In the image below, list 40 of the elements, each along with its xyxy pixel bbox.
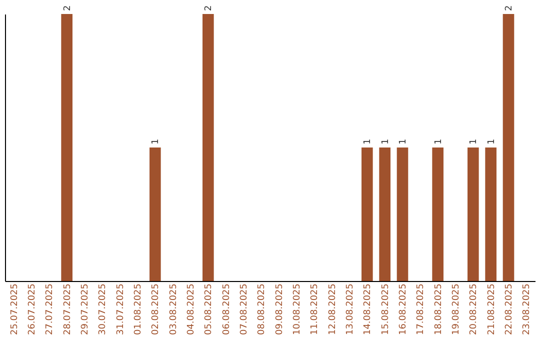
data-label: 2 [204,5,214,11]
data-label: 1 [469,138,480,144]
x-tick-label: 25.07.2025 [10,284,20,336]
x-tick-label: 28.07.2025 [62,284,73,336]
x-tick-label: 27.07.2025 [45,284,56,336]
x-tick-label: 21.08.2025 [486,284,497,336]
x-tick-label: 12.08.2025 [328,284,338,336]
data-label: 1 [380,138,391,144]
data-label: 2 [62,5,73,11]
x-tick-label: 20.08.2025 [469,284,480,336]
x-tick-label: 15.08.2025 [380,284,391,336]
x-tick-label: 09.08.2025 [274,284,285,336]
x-tick-label: 14.08.2025 [363,284,374,336]
data-label: 1 [151,138,162,144]
x-tick-label: 07.08.2025 [240,284,250,336]
x-tick-label: 22.08.2025 [504,284,514,336]
data-label: 1 [363,138,374,144]
x-tick-label: 13.08.2025 [346,284,356,336]
x-tick-label: 23.08.2025 [522,284,532,336]
x-tick-label: 31.07.2025 [116,284,126,336]
x-tick-label: 10.08.2025 [292,284,302,336]
data-label: 1 [486,138,497,144]
data-label: 1 [398,138,408,144]
x-tick-label: 08.08.2025 [257,284,268,336]
x-tick-label: 11.08.2025 [310,284,320,336]
x-tick-label: 06.08.2025 [222,284,232,336]
x-tick-label: 03.08.2025 [168,284,179,336]
x-tick-label: 26.07.2025 [28,284,38,336]
data-label: 2 [504,5,514,11]
x-tick-label: 29.07.2025 [80,284,90,336]
x-tick-label: 16.08.2025 [398,284,408,336]
x-tick-label: 30.07.2025 [98,284,108,336]
x-tick-label: 18.08.2025 [434,284,444,336]
x-tick-label: 17.08.2025 [416,284,426,336]
x-tick-label: 01.08.2025 [134,284,144,336]
x-tick-label: 04.08.2025 [186,284,196,336]
x-tick-label: 19.08.2025 [452,284,462,336]
x-tick-label: 02.08.2025 [151,284,162,336]
data-label: 1 [434,138,444,144]
x-tick-label: 05.08.2025 [204,284,214,336]
